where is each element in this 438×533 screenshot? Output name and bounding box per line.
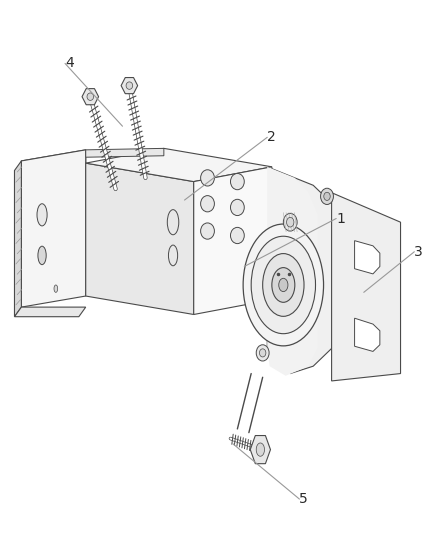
Ellipse shape <box>87 93 94 100</box>
Polygon shape <box>267 167 355 374</box>
Ellipse shape <box>279 278 288 292</box>
Ellipse shape <box>230 173 244 190</box>
Ellipse shape <box>169 245 178 266</box>
Polygon shape <box>267 167 318 376</box>
Ellipse shape <box>201 170 215 186</box>
Ellipse shape <box>263 254 304 317</box>
Text: 4: 4 <box>65 56 74 70</box>
Ellipse shape <box>54 285 58 292</box>
Ellipse shape <box>256 443 265 456</box>
Polygon shape <box>332 192 400 381</box>
Polygon shape <box>86 148 272 182</box>
Ellipse shape <box>272 268 295 302</box>
Text: 2: 2 <box>267 130 276 144</box>
Polygon shape <box>250 435 271 464</box>
Polygon shape <box>86 163 194 314</box>
Ellipse shape <box>321 188 333 205</box>
Ellipse shape <box>38 246 46 265</box>
Text: 3: 3 <box>414 245 423 259</box>
Ellipse shape <box>126 82 133 90</box>
Polygon shape <box>82 88 99 105</box>
Polygon shape <box>355 318 380 351</box>
Ellipse shape <box>230 228 244 244</box>
Polygon shape <box>86 148 164 157</box>
Ellipse shape <box>201 196 215 212</box>
Polygon shape <box>21 150 86 174</box>
Ellipse shape <box>283 213 297 231</box>
Polygon shape <box>14 161 21 317</box>
Ellipse shape <box>201 223 215 239</box>
Polygon shape <box>355 241 380 274</box>
Polygon shape <box>121 77 138 94</box>
Ellipse shape <box>251 236 315 334</box>
Ellipse shape <box>37 204 47 226</box>
Polygon shape <box>14 307 86 317</box>
Text: 1: 1 <box>336 212 345 225</box>
Ellipse shape <box>167 209 179 235</box>
Ellipse shape <box>324 192 330 200</box>
Ellipse shape <box>259 349 266 357</box>
Ellipse shape <box>243 224 324 346</box>
Ellipse shape <box>230 199 244 215</box>
Polygon shape <box>194 167 272 314</box>
Ellipse shape <box>256 345 269 361</box>
Text: 5: 5 <box>300 492 308 506</box>
Polygon shape <box>21 150 86 307</box>
Ellipse shape <box>286 217 294 227</box>
